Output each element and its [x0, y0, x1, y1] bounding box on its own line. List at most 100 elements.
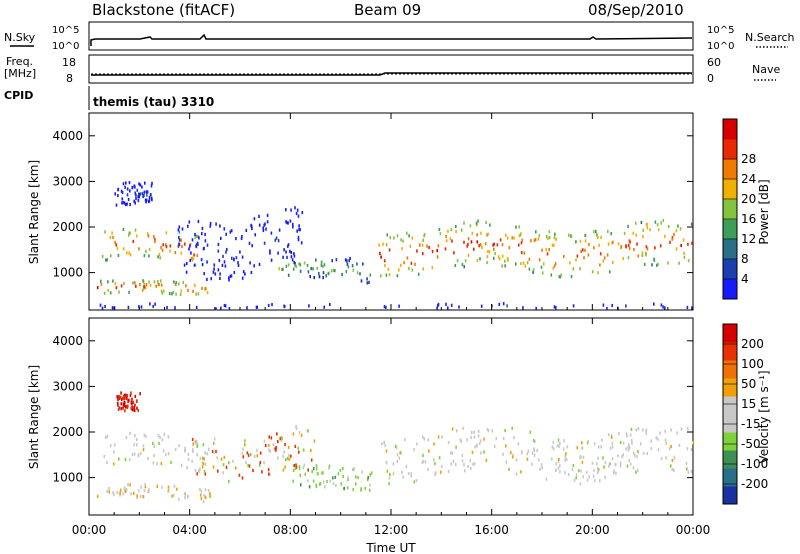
range-cell — [657, 448, 660, 452]
range-cell — [122, 201, 124, 205]
range-cell — [187, 224, 189, 228]
range-cell — [552, 440, 555, 444]
range-cell — [248, 464, 251, 468]
range-cell — [322, 480, 325, 484]
range-cell — [146, 190, 149, 194]
range-cell — [186, 466, 188, 470]
range-cell — [584, 239, 587, 243]
colorbar-tick-label: 50 — [741, 377, 756, 391]
range-cell — [131, 186, 133, 190]
range-cell — [206, 291, 209, 295]
range-cell — [334, 475, 337, 479]
range-cell — [272, 443, 275, 447]
range-cell — [360, 279, 363, 283]
range-cell — [537, 237, 540, 241]
range-cell — [603, 465, 605, 469]
range-cell — [486, 233, 488, 237]
range-cell — [276, 432, 278, 436]
range-cell — [396, 274, 399, 278]
range-cell — [686, 447, 689, 451]
range-cell — [540, 265, 543, 269]
range-cell — [342, 467, 344, 471]
range-cell — [293, 252, 295, 256]
range-cell — [545, 248, 548, 252]
range-cell — [428, 449, 430, 453]
range-cell — [640, 220, 643, 225]
range-cell — [627, 448, 630, 452]
range-cell — [389, 472, 391, 477]
range-cell — [266, 220, 269, 224]
range-cell — [206, 452, 209, 456]
range-cell — [196, 444, 198, 448]
range-cell — [607, 242, 610, 246]
range-cell — [559, 470, 561, 474]
range-cell — [470, 466, 472, 471]
range-cell — [493, 242, 495, 246]
range-cell — [517, 442, 520, 446]
range-cell — [175, 487, 178, 491]
range-cell — [637, 450, 639, 454]
range-cell — [167, 435, 170, 439]
range-cell — [212, 465, 215, 469]
range-cell — [410, 474, 412, 478]
range-cell — [321, 471, 323, 475]
range-cell — [665, 456, 667, 460]
range-cell — [199, 487, 201, 492]
range-cell — [169, 292, 171, 296]
range-cell — [206, 277, 208, 281]
range-cell — [148, 280, 150, 284]
range-cell — [571, 468, 574, 472]
range-cell — [352, 268, 355, 272]
colorbar-frame — [722, 118, 738, 300]
range-cell — [112, 491, 114, 495]
range-cell — [405, 464, 408, 468]
range-cell — [657, 228, 660, 232]
range-cell — [249, 261, 251, 265]
range-cell — [215, 449, 217, 454]
range-cell — [294, 206, 296, 210]
range-cell — [109, 291, 112, 295]
range-cell — [649, 228, 651, 232]
range-cell — [355, 475, 357, 479]
range-cell — [269, 251, 271, 255]
range-cell — [657, 262, 659, 266]
range-cell — [160, 246, 162, 250]
range-cell — [250, 224, 253, 228]
range-cell — [328, 466, 330, 470]
range-cell — [287, 244, 289, 248]
range-cell — [127, 233, 130, 237]
range-cell — [241, 451, 244, 455]
range-cell — [610, 232, 612, 236]
range-cell — [645, 245, 648, 249]
range-cell — [626, 434, 628, 438]
range-cell — [267, 303, 270, 308]
range-cell — [529, 430, 532, 434]
range-cell — [134, 394, 137, 398]
range-cell — [600, 445, 602, 449]
range-cell — [279, 437, 282, 441]
range-cell — [473, 430, 475, 434]
range-cell — [228, 278, 230, 282]
range-cell — [263, 461, 265, 465]
range-cell — [211, 449, 214, 454]
range-cell — [398, 456, 401, 460]
range-cell — [422, 238, 424, 242]
range-cell — [125, 436, 128, 440]
range-cell — [125, 487, 128, 492]
range-cell — [231, 256, 233, 260]
range-cell — [169, 249, 171, 253]
range-cell — [597, 271, 599, 275]
colorbar-tick-label: 28 — [741, 152, 756, 166]
range-cell — [492, 243, 494, 247]
range-cell — [297, 235, 300, 239]
range-cell — [209, 492, 211, 496]
range-cell — [636, 242, 638, 246]
range-cell — [361, 470, 363, 474]
range-cell — [136, 438, 138, 442]
colorbar-swatch — [723, 119, 737, 140]
range-cell — [327, 271, 330, 275]
range-cell — [106, 460, 108, 464]
range-cell — [495, 437, 498, 441]
range-cell — [380, 274, 382, 278]
range-cell — [502, 437, 505, 441]
